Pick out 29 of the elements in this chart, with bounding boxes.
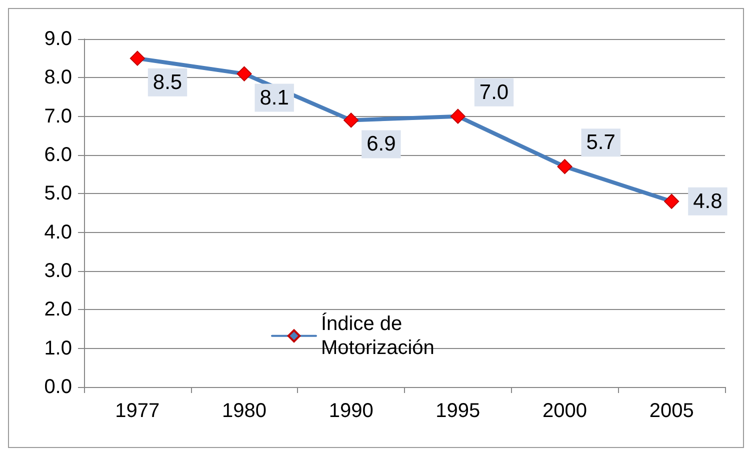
point	[557, 159, 572, 174]
data-label: 4.8	[693, 190, 722, 213]
x-tick-label: 2000	[542, 400, 587, 422]
point	[344, 112, 359, 128]
text: 4.0	[44, 221, 72, 244]
text: 8.0	[44, 66, 72, 89]
data-label: 8.5	[152, 70, 182, 94]
x-tick-label: 1995	[436, 400, 480, 422]
x-tick-label: 1980	[222, 400, 266, 422]
data-label: 8.1	[260, 86, 289, 110]
text: 2.0	[44, 298, 72, 321]
text: 6.0	[44, 144, 72, 166]
point	[664, 194, 680, 209]
text: 0.0	[44, 376, 72, 398]
text: 7.0	[44, 105, 72, 128]
x-tick-label: 1990	[328, 400, 374, 422]
data-label: 6.9	[366, 132, 396, 156]
data-label: 7.0	[479, 80, 509, 104]
x-tick-label: 1977	[115, 400, 160, 422]
x-tick-label: 2005	[649, 400, 694, 422]
point	[236, 66, 252, 82]
text: 3.0	[44, 260, 72, 282]
point	[130, 50, 145, 66]
data-label: 5.7	[586, 131, 616, 154]
point	[450, 108, 466, 124]
text: 5.0	[44, 182, 72, 205]
legend-label: Índice de Motorización	[321, 312, 434, 359]
text: 1.0	[44, 337, 72, 360]
text: 9.0	[44, 28, 72, 50]
